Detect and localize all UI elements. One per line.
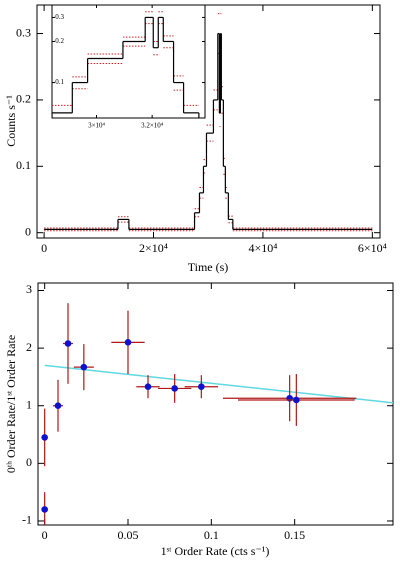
data-point [171, 385, 178, 392]
fit-line [44, 364, 393, 404]
x-tick-label: 6×10⁴ [358, 241, 387, 255]
data-point [41, 434, 48, 441]
y-axis-title: Counts s⁻¹ [4, 95, 18, 147]
data-point [64, 340, 72, 347]
y-tick-label: 0 [26, 455, 32, 469]
x-tick-label: 0 [41, 241, 47, 255]
x-axis-title: Time (s) [188, 260, 229, 274]
scatter-layer [41, 303, 393, 525]
x-tick-label: 3×10⁴ [88, 122, 105, 130]
y-tick-label: 0.2 [55, 37, 64, 45]
y-tick-label: -1 [22, 513, 32, 527]
y-tick-label: 0.1 [55, 78, 64, 86]
x-tick-label: 3.2×10⁴ [141, 122, 164, 130]
x-tick-label: 0.1 [204, 528, 219, 542]
data-point [41, 506, 48, 513]
y-tick-label: 2 [26, 340, 32, 354]
x-tick-label: 0 [42, 528, 48, 542]
x-tick-label: 2×10⁴ [139, 241, 168, 255]
x-tick-label: 0.05 [118, 528, 139, 542]
x-tick-label: 0.15 [284, 528, 305, 542]
y-tick-label: 0.1 [16, 158, 31, 172]
y-tick-label: 0.3 [55, 13, 64, 21]
data-point [124, 339, 132, 346]
inset-frame [51, 4, 206, 119]
inset-curve [52, 11, 200, 118]
data-point [80, 363, 88, 371]
data-point [54, 402, 62, 410]
y-tick-label: 3 [26, 282, 32, 296]
y-tick-label: 0.3 [16, 25, 31, 39]
y-tick-label: 1 [26, 397, 32, 411]
y-tick-label: 0 [25, 224, 31, 238]
light-curve [44, 13, 373, 232]
y-axis-title: 0ᵗʰ Order Rate/1ˢᵗ Order Rate [4, 335, 18, 473]
plot-frame [37, 282, 394, 526]
y-tick-label: 0.2 [16, 92, 31, 106]
data-point [198, 383, 205, 391]
data-point [293, 396, 300, 404]
data-point [144, 383, 152, 391]
x-tick-label: 4×10⁴ [248, 241, 277, 255]
x-axis-title: 1ˢᵗ Order Rate (cts s⁻¹) [161, 544, 270, 558]
